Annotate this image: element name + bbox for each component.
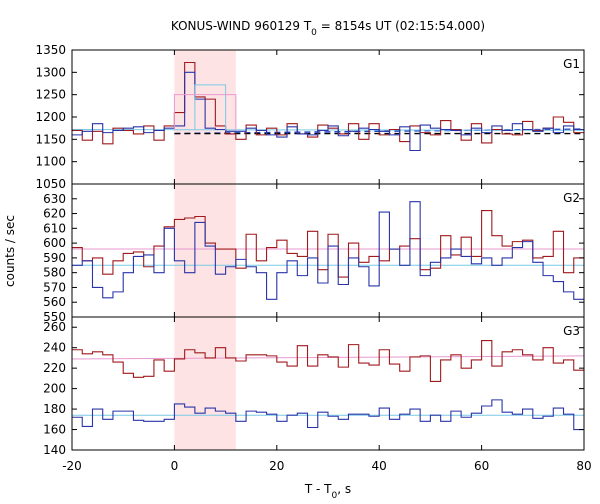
g3-frame [71, 316, 585, 451]
g3-y-tick-label: 160 [43, 423, 66, 437]
xlabel-sub: 0 [332, 491, 338, 500]
xlabel-main: T - T [304, 482, 332, 496]
g3-y-tick-label: 220 [43, 361, 66, 375]
g2-y-tick-label: 610 [43, 221, 66, 235]
g2-y-tick-label: 560 [43, 295, 66, 309]
g1-step-box-2 [194, 84, 227, 131]
g2-y-tick-label: 620 [43, 207, 66, 221]
g1-y-tick-label: 1150 [35, 132, 66, 146]
g1-y-tick-label: 1250 [35, 88, 66, 102]
g3-y-tick-label: 140 [43, 443, 66, 457]
g2-series-blue [72, 201, 584, 300]
g3-y-tick-label: 200 [43, 382, 66, 396]
g3-series-blue [72, 399, 584, 431]
g1-frame [71, 49, 585, 185]
chart-title: KONUS-WIND 960129 T0 = 8154s UT (02:15:5… [171, 19, 485, 38]
g1-y-tick-label: 1200 [35, 110, 66, 124]
x-tick-label: -20 [62, 459, 82, 473]
xlabel-rest: , s [337, 482, 351, 496]
g3-y-tick-label: 260 [43, 320, 66, 334]
g3-series-dark-red [72, 339, 584, 383]
g1-panel-label: G1 [563, 57, 580, 71]
g2-y-tick-label: 600 [43, 236, 66, 250]
g3-panel-label: G3 [563, 324, 580, 338]
g2-y-tick-label: 550 [43, 310, 66, 324]
plot-layer: 1050110011501200125013001350G15505605705… [35, 43, 591, 473]
x-tick-label: 20 [269, 459, 284, 473]
g1-y-tick-label: 1350 [35, 43, 66, 57]
x-tick-label: 0 [171, 459, 179, 473]
g2-series-dark-red [72, 210, 584, 278]
title-sub: 0 [311, 28, 317, 38]
panel-g1: 1050 1100 1150 1200 1250 1300 1350 G1 [35, 43, 585, 191]
y-axis-label: counts / sec [3, 215, 17, 287]
g1-y-tick-label: 1100 [35, 155, 66, 169]
g2-panel-label: G2 [563, 191, 580, 205]
x-axis-label: T - T0, s [304, 482, 351, 500]
title-main: KONUS-WIND 960129 T [171, 19, 312, 33]
x-tick-label: 80 [576, 459, 591, 473]
title-rest: = 8154s UT (02:15:54.000) [317, 19, 485, 33]
g2-y-tick-label: 590 [43, 251, 66, 265]
g1-y-tick-label: 1300 [35, 65, 66, 79]
g1-step-box-3 [173, 94, 237, 131]
g2-y-tick-label: 570 [43, 280, 66, 294]
g3-y-tick-label: 240 [43, 341, 66, 355]
g3-y-tick-label: 180 [43, 402, 66, 416]
g1-series-blue [72, 71, 584, 152]
panel-g3: 140 160 180 200 220 240 260 G3 [43, 316, 585, 457]
g2-y-tick-label: 630 [43, 192, 66, 206]
g1-y-tick-label: 1050 [35, 177, 66, 191]
x-tick-label: 60 [474, 459, 489, 473]
x-tick-label: 40 [372, 459, 387, 473]
g2-y-tick-label: 580 [43, 266, 66, 280]
